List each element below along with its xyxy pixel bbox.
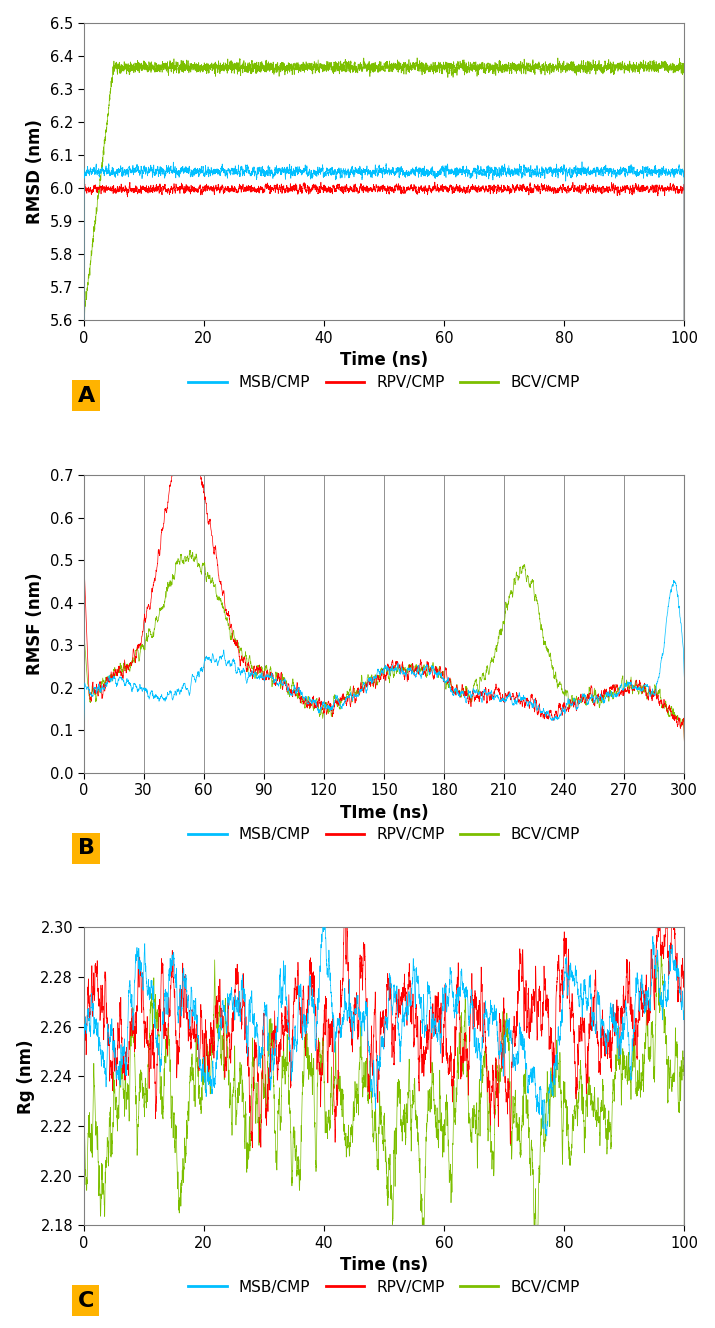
Text: B: B (77, 838, 94, 858)
Legend: MSB/CMP, RPV/CMP, BCV/CMP: MSB/CMP, RPV/CMP, BCV/CMP (182, 821, 586, 849)
X-axis label: Time (ns): Time (ns) (340, 352, 428, 369)
X-axis label: Time (ns): Time (ns) (340, 1256, 428, 1274)
Text: A: A (77, 386, 95, 406)
Text: C: C (77, 1291, 94, 1311)
X-axis label: TIme (ns): TIme (ns) (340, 803, 428, 822)
Legend: MSB/CMP, RPV/CMP, BCV/CMP: MSB/CMP, RPV/CMP, BCV/CMP (182, 1274, 586, 1301)
Y-axis label: RMSF (nm): RMSF (nm) (26, 572, 44, 675)
Y-axis label: Rg (nm): Rg (nm) (16, 1038, 34, 1114)
Y-axis label: RMSD (nm): RMSD (nm) (26, 120, 44, 224)
Legend: MSB/CMP, RPV/CMP, BCV/CMP: MSB/CMP, RPV/CMP, BCV/CMP (182, 369, 586, 396)
